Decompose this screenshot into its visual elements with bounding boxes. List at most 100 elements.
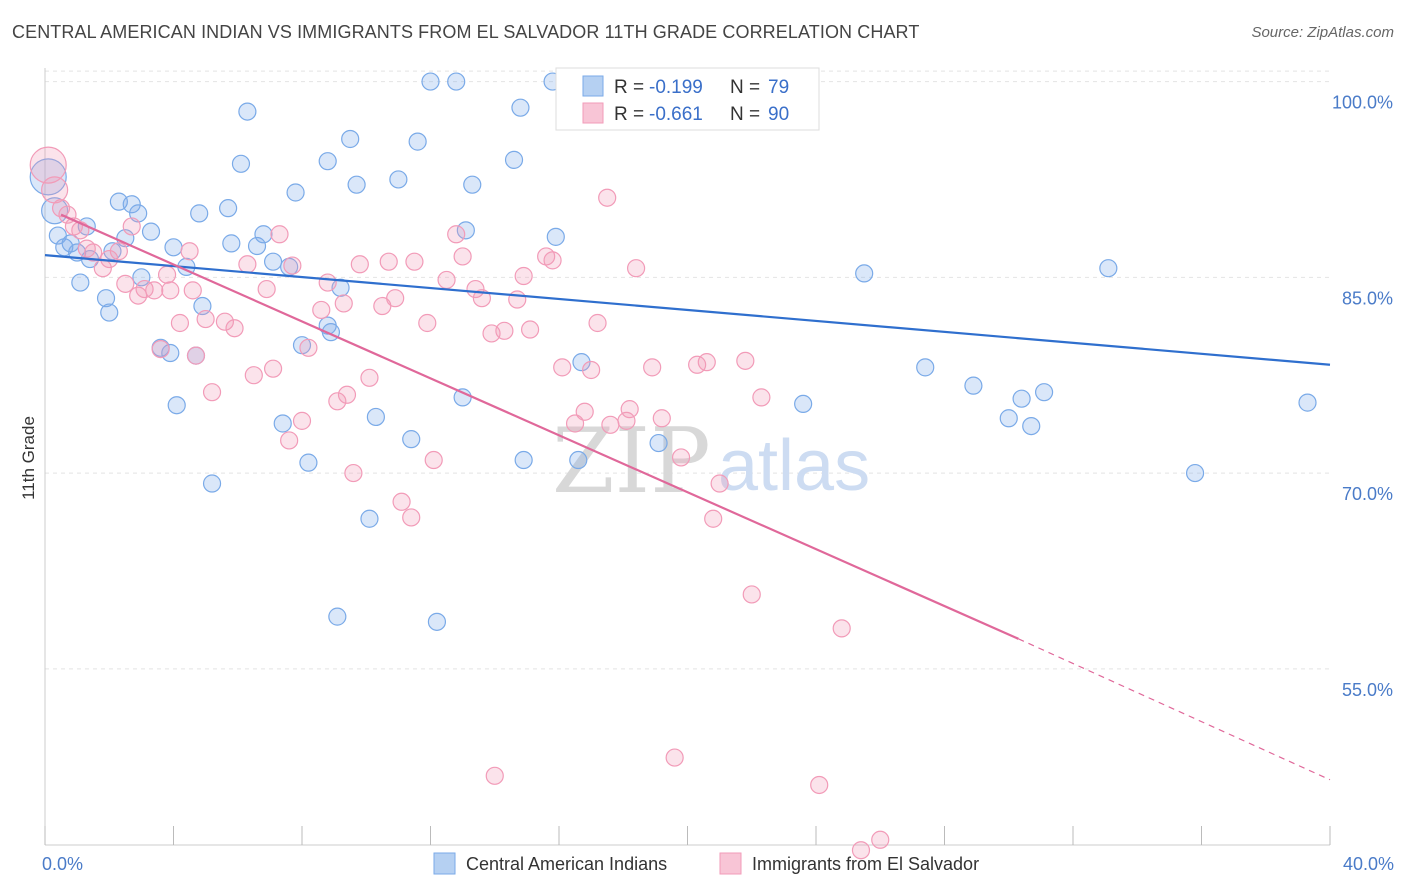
point-central-american-indians [511, 98, 530, 117]
point-central-american-indians [964, 376, 983, 395]
point-immigrants-el-salvador [598, 188, 617, 207]
point-immigrants-el-salvador [752, 388, 771, 407]
source-credit: Source: ZipAtlas.com [1251, 24, 1394, 41]
point-central-american-indians [347, 175, 366, 194]
legend-r-label-2: R = [614, 104, 644, 125]
point-immigrants-el-salvador [122, 217, 141, 236]
point-central-american-indians [164, 238, 183, 257]
point-central-american-indians [402, 430, 421, 449]
point-central-american-indians [341, 129, 360, 149]
point-central-american-indians [132, 268, 151, 287]
point-immigrants-el-salvador [263, 359, 283, 378]
point-immigrants-el-salvador [418, 313, 437, 333]
point-immigrants-el-salvador [215, 312, 234, 331]
point-immigrants-el-salvador [386, 289, 405, 308]
point-central-american-indians [254, 225, 273, 244]
point-central-american-indians [1298, 393, 1317, 412]
point-central-american-indians [389, 170, 408, 189]
point-immigrants-el-salvador [257, 279, 276, 299]
point-immigrants-el-salvador [402, 508, 421, 527]
point-central-american-indians [29, 158, 67, 196]
watermark: ZIP atlas [552, 409, 870, 514]
point-central-american-indians [1022, 416, 1041, 436]
point-immigrants-el-salvador [170, 313, 190, 333]
point-immigrants-el-salvador [202, 383, 222, 402]
point-immigrants-el-salvador [318, 273, 337, 292]
point-immigrants-el-salvador [161, 281, 180, 300]
legend-n-label-2: N = [730, 104, 760, 125]
point-immigrants-el-salvador [697, 353, 716, 372]
tick-labels: 55.0% 70.0% 85.0% 100.0% 0.0% 40.0% [42, 93, 1394, 874]
point-immigrants-el-salvador [360, 368, 379, 387]
point-immigrants-el-salvador [379, 252, 398, 271]
point-immigrants-el-salvador [520, 320, 540, 339]
point-immigrants-el-salvador [736, 351, 755, 370]
point-immigrants-el-salvador [617, 411, 636, 430]
point-immigrants-el-salvador [183, 281, 202, 300]
point-immigrants-el-salvador [392, 492, 411, 511]
point-central-american-indians [360, 509, 379, 528]
point-immigrants-el-salvador [710, 474, 729, 493]
point-central-american-indians [167, 396, 186, 415]
point-central-american-indians [299, 453, 318, 472]
point-central-american-indians [141, 222, 161, 241]
y-axis-title: 11th Grade [19, 416, 38, 500]
point-immigrants-el-salvador [626, 259, 646, 278]
point-central-american-indians [190, 204, 209, 223]
point-immigrants-el-salvador [582, 360, 601, 380]
point-immigrants-el-salvador [270, 225, 289, 244]
point-immigrants-el-salvador [51, 199, 71, 218]
point-immigrants-el-salvador [405, 252, 424, 271]
watermark-zip: ZIP [552, 409, 711, 514]
point-immigrants-el-salvador [84, 243, 103, 262]
point-central-american-indians [96, 289, 116, 308]
point-immigrants-el-salvador [129, 286, 148, 305]
point-immigrants-el-salvador [665, 748, 684, 767]
point-central-american-indians [1099, 259, 1118, 278]
point-immigrants-el-salvador [280, 431, 299, 450]
series-legend-label-1: Central American Indians [466, 854, 667, 874]
chart-title: CENTRAL AMERICAN INDIAN VS IMMIGRANTS FR… [12, 22, 920, 42]
legend-n-value-1: 79 [768, 77, 789, 98]
point-immigrants-el-salvador [508, 290, 527, 309]
point-central-american-indians [231, 154, 251, 173]
point-central-american-indians [247, 236, 267, 256]
point-immigrants-el-salvador [575, 402, 594, 421]
legend-swatch-pink [582, 102, 604, 124]
point-central-american-indians [318, 152, 337, 171]
point-immigrants-el-salvador [810, 775, 829, 795]
trend-line-central-american-indians [44, 254, 1331, 366]
x-tick-label: 0.0% [42, 854, 83, 874]
point-central-american-indians [427, 612, 447, 631]
y-tick-label: 55.0% [1342, 680, 1393, 700]
point-immigrants-el-salvador [437, 270, 456, 290]
trend-line-extension-immigrants-el-salvador [1018, 638, 1331, 781]
point-central-american-indians [202, 474, 222, 493]
point-immigrants-el-salvador [299, 338, 318, 357]
point-central-american-indians [855, 264, 874, 283]
point-immigrants-el-salvador [29, 146, 67, 184]
point-immigrants-el-salvador [41, 176, 69, 204]
point-central-american-indians [421, 72, 440, 91]
point-central-american-indians [122, 195, 141, 214]
legend-swatch-blue [582, 75, 604, 97]
point-central-american-indians [447, 72, 466, 91]
point-central-american-indians [286, 183, 305, 202]
point-immigrants-el-salvador [344, 463, 363, 483]
point-immigrants-el-salvador [328, 392, 347, 411]
trend-lines [44, 213, 1331, 781]
point-central-american-indians [999, 409, 1018, 428]
point-immigrants-el-salvador [704, 509, 723, 528]
point-central-american-indians [161, 343, 180, 363]
point-immigrants-el-salvador [283, 256, 302, 275]
point-immigrants-el-salvador [186, 346, 206, 365]
point-immigrants-el-salvador [652, 409, 671, 428]
x-tick-label: 40.0% [1343, 854, 1394, 874]
point-central-american-indians [273, 414, 292, 433]
point-central-american-indians [1185, 463, 1205, 483]
point-immigrants-el-salvador [643, 358, 662, 377]
point-central-american-indians [41, 197, 69, 225]
legend-r-label-1: R = [614, 77, 644, 98]
point-central-american-indians [408, 132, 427, 151]
point-central-american-indians [222, 234, 241, 253]
